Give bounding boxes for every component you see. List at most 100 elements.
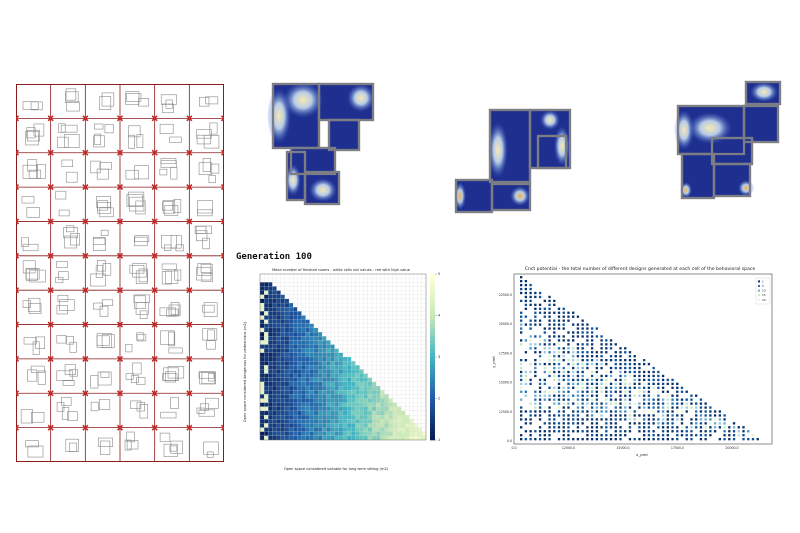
- grid-marker: [16, 218, 20, 225]
- heatmap-cell: [401, 315, 406, 320]
- heatmap-cell: [264, 406, 269, 412]
- heatmap-cell: [272, 361, 277, 366]
- scatter-point: [624, 351, 627, 354]
- scatter-point: [590, 362, 594, 366]
- heatmap-cell: [384, 435, 389, 441]
- scatter-point: [543, 339, 546, 342]
- scatter-point: [567, 386, 570, 389]
- scatter-point: [605, 378, 608, 382]
- heatmap-cell: [264, 431, 269, 436]
- heatmap-cell: [376, 431, 381, 436]
- heatmap-cell: [363, 348, 368, 353]
- heatmap-cell: [367, 381, 373, 387]
- heatmap-cell: [367, 282, 373, 287]
- scatter-point: [671, 398, 674, 401]
- heatmap-cell: [342, 373, 348, 378]
- heatmap-cell: [367, 290, 373, 295]
- scatter-point: [619, 370, 622, 374]
- heatmap-cell: [280, 340, 285, 345]
- scatter-point: [567, 374, 570, 378]
- colorbar-step: [430, 361, 435, 366]
- scatter-point: [605, 370, 608, 374]
- scatter-point: [567, 339, 570, 342]
- heatmap-cell: [272, 340, 277, 345]
- heatmap-cell: [322, 361, 327, 366]
- scatter-point: [524, 374, 528, 378]
- heatmap-cell: [268, 315, 273, 320]
- heatmap-cell: [367, 344, 373, 349]
- heatmap-cell: [380, 278, 385, 283]
- scatter-point: [605, 343, 608, 346]
- scatter-point: [680, 398, 684, 401]
- plan-sketch-room: [56, 370, 74, 381]
- scatter-point: [624, 362, 627, 366]
- grid-marker: [220, 424, 224, 431]
- heatmap-cell: [367, 361, 373, 366]
- heatmap-cell: [413, 398, 418, 403]
- heatmap-cell: [405, 332, 410, 337]
- heatmap-cell: [409, 327, 414, 333]
- heatmap-cell: [421, 302, 427, 308]
- heatmap-cell: [351, 352, 356, 358]
- scatter-point: [638, 406, 641, 409]
- heatmap-cell: [280, 415, 285, 420]
- scatter-point: [647, 430, 651, 433]
- heatmap-cell: [359, 348, 364, 353]
- scatter-point: [543, 438, 546, 441]
- grid-marker: [82, 115, 89, 122]
- scatter-point: [590, 430, 594, 433]
- scatter-point: [633, 410, 636, 413]
- plan-sketch-room: [202, 328, 218, 341]
- scatter-point: [647, 406, 651, 409]
- heatmap-cell: [305, 398, 310, 403]
- scatter-point: [595, 430, 599, 433]
- scatter-point: [657, 426, 660, 429]
- heatmap-cell: [388, 352, 393, 358]
- scatter-point: [699, 434, 703, 437]
- heatmap-cell: [347, 323, 352, 329]
- heatmap-cell: [347, 311, 352, 316]
- heatmap-cell: [288, 377, 294, 382]
- scatter-point: [586, 434, 589, 437]
- heatmap-cell: [417, 336, 422, 341]
- scatter-point: [586, 378, 589, 382]
- scatter-point: [614, 398, 617, 401]
- plan-sketch-room: [132, 362, 142, 375]
- scatter-points: [520, 276, 759, 441]
- heatmap-cell: [276, 311, 281, 316]
- heatmap-cell: [330, 302, 335, 308]
- plan-sketch-room: [21, 196, 35, 204]
- heatmap-cell: [359, 356, 364, 362]
- heatmap-cell: [334, 427, 339, 432]
- scatter-point: [628, 410, 632, 413]
- heatmap-cell: [326, 348, 331, 353]
- heatmap-cell: [322, 369, 327, 374]
- heatmap-cell: [380, 406, 385, 412]
- scatter-point: [520, 287, 523, 291]
- scatter-point: [524, 434, 527, 437]
- scatter-point: [624, 402, 627, 405]
- grid-marker: [220, 355, 224, 362]
- scatter-point: [614, 362, 617, 366]
- heatmap-cell: [396, 302, 402, 308]
- heatmap-cell: [326, 278, 331, 283]
- heatmap-cell: [313, 340, 319, 345]
- heatmap-cell: [272, 302, 277, 308]
- heatmap-cell: [405, 365, 410, 370]
- scatter-point: [529, 327, 532, 330]
- scatter-point: [666, 422, 669, 425]
- scatter-point: [661, 426, 665, 429]
- scatter-point: [628, 426, 632, 429]
- heatmap-cell: [338, 298, 344, 304]
- plan-wall: [536, 134, 568, 170]
- heatmap-cell: [272, 431, 277, 436]
- heatmap-cell: [264, 390, 269, 395]
- heatmap-cell: [417, 278, 422, 283]
- scatter-point: [680, 390, 684, 393]
- heatmap-cell: [342, 377, 348, 382]
- heatmap-cell: [384, 402, 389, 407]
- heatmap-cell: [392, 315, 398, 320]
- scatter-point: [562, 378, 565, 382]
- heatmap-cell: [409, 336, 414, 341]
- heatmap-cell: [401, 410, 406, 416]
